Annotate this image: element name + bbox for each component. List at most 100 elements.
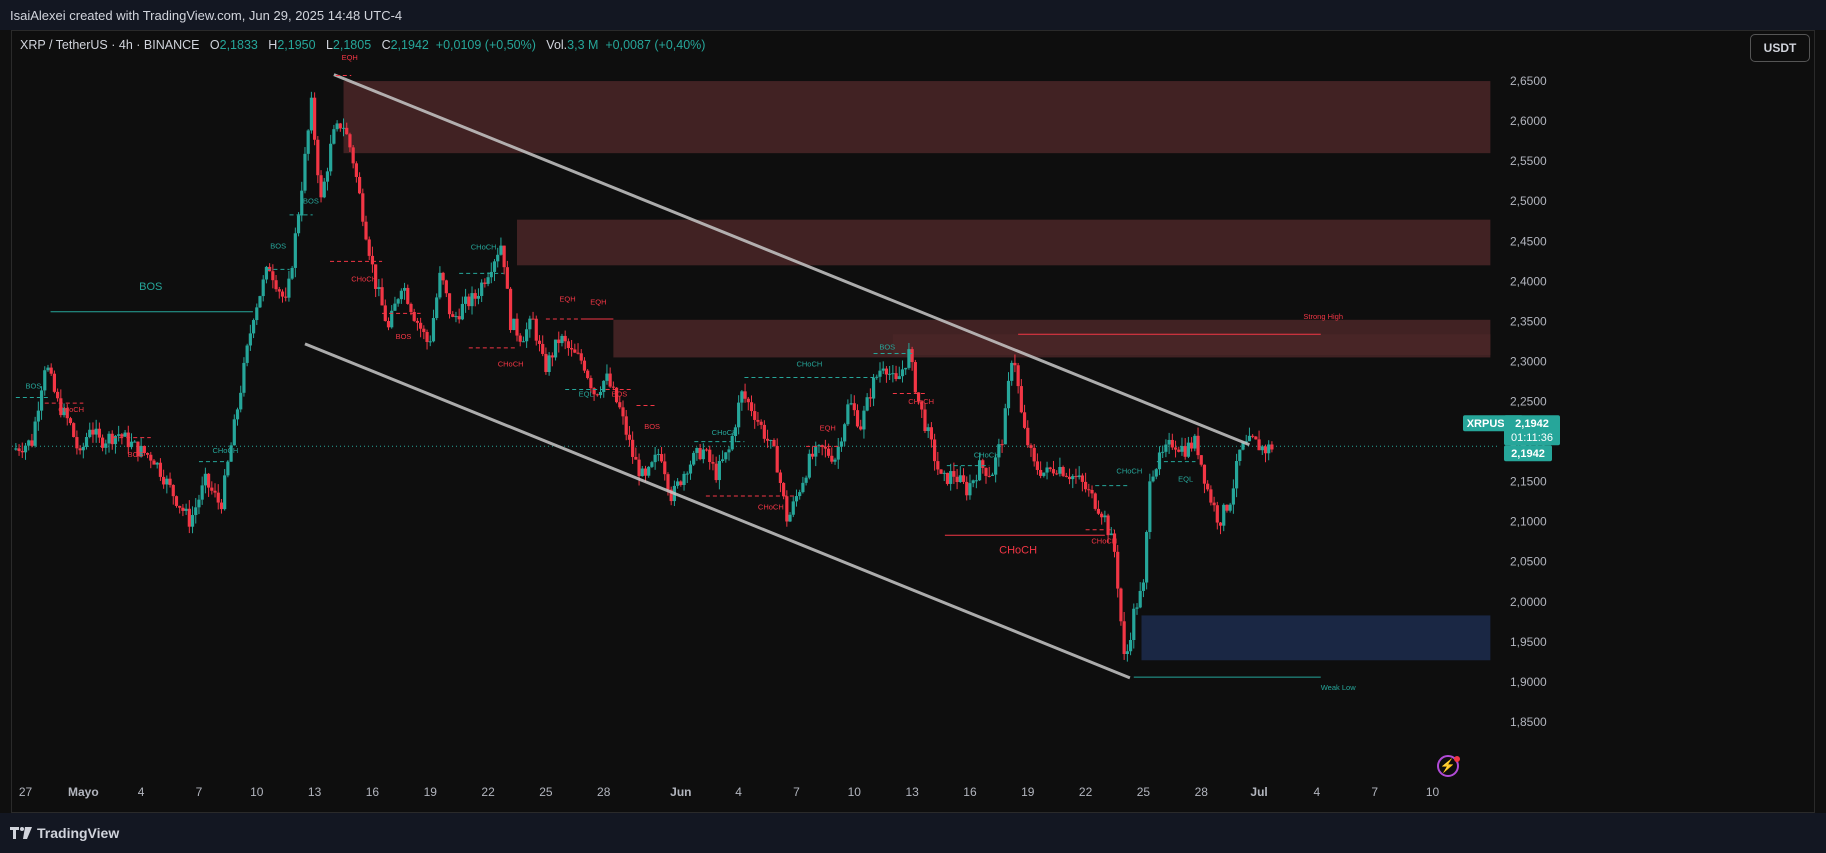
y-tick-label-5: 2,4000	[1510, 274, 1547, 288]
candle-body-189	[621, 407, 625, 417]
candle-body-243	[794, 496, 799, 502]
candle-body-41	[145, 453, 150, 455]
candle-body-338	[1100, 513, 1104, 518]
candle-body-35	[126, 432, 130, 448]
structure-label-7: EQH	[342, 53, 358, 62]
x-tick-label-23: 7	[1371, 785, 1378, 799]
candle-body-387	[1257, 439, 1261, 451]
candle-body-253	[827, 448, 831, 456]
candle-body-111	[370, 255, 375, 265]
candle-body-328	[1067, 476, 1072, 480]
notification-dot	[1454, 756, 1460, 762]
x-tick-label-16: 16	[963, 785, 977, 799]
candle-body-6	[33, 421, 37, 446]
channel-upper-line	[333, 73, 1250, 447]
lightning-bolt-icon[interactable]: ⚡	[1437, 755, 1459, 777]
candle-body-292	[952, 471, 956, 477]
candle-body-291	[949, 471, 953, 484]
candle-body-12	[52, 373, 57, 392]
candle-body-278	[907, 349, 911, 368]
candle-body-327	[1064, 475, 1068, 477]
candle-body-150	[496, 254, 500, 262]
candle-body-36	[129, 441, 134, 448]
x-tick-label-20: 28	[1195, 785, 1209, 799]
candle-body-379	[1231, 488, 1235, 505]
tradingview-brand-label: TradingView	[37, 825, 120, 841]
candle-body-163	[537, 340, 542, 344]
chart-area[interactable]: BOS BOS CHoCH BOS CHoCH BOS BOS EQH CHoCH BOS CHoC…	[11, 30, 1815, 813]
symbol-name: XRP / TetherUS · 4h · BINANCE	[20, 38, 200, 52]
candle-body-174	[573, 349, 577, 353]
candle-body-11	[49, 367, 53, 374]
candle-body-23	[88, 429, 92, 438]
structure-label-27: EQL	[1178, 475, 1193, 484]
candle-body-248	[810, 453, 815, 457]
candle-body-123	[409, 303, 413, 312]
candle-body-277	[904, 367, 908, 370]
price-countdown-timer: 01:11:36	[1511, 432, 1553, 444]
candle-body-53	[184, 508, 188, 511]
candle-body-294	[958, 475, 962, 483]
structure-label-19: EQH	[820, 423, 836, 432]
candle-body-100	[335, 123, 339, 130]
candle-body-151	[499, 245, 503, 255]
candle-body-256	[836, 446, 840, 460]
candle-body-138	[457, 316, 461, 320]
supply-zone-1	[516, 219, 1491, 266]
candle-body-351	[1141, 582, 1146, 591]
structure-label-20: CHoCH	[796, 359, 822, 368]
candle-body-295	[961, 475, 966, 482]
candle-body-223	[730, 436, 734, 450]
candle-body-21	[81, 446, 85, 451]
candle-body-268	[875, 376, 879, 378]
structure-label-2: CHoCH	[58, 405, 84, 414]
candle-body-28	[104, 443, 108, 448]
candle-body-389	[1263, 446, 1268, 454]
candle-body-52	[181, 507, 185, 511]
candle-body-105	[351, 147, 355, 164]
candle-body-94	[316, 139, 320, 176]
tradingview-brand[interactable]: TradingView	[10, 825, 119, 841]
candle-body-68	[232, 419, 236, 446]
price-chart[interactable]: BOS BOS CHoCH BOS CHoCH BOS BOS EQH CHoCH BOS CHoC…	[12, 31, 1815, 813]
candle-body-354	[1151, 476, 1155, 482]
candle-body-40	[142, 445, 146, 454]
candle-body-330	[1074, 476, 1078, 478]
y-tick-label-11: 2,1000	[1510, 515, 1547, 529]
candle-body-386	[1254, 436, 1258, 440]
y-tick-label-14: 1,9500	[1510, 635, 1547, 649]
x-tick-label-21: Jul	[1250, 785, 1267, 799]
currency-button[interactable]: USDT	[1750, 34, 1810, 62]
candle-body-231	[756, 419, 760, 422]
candle-body-289	[942, 472, 946, 474]
candle-body-280	[913, 362, 917, 393]
volume-change: +0,0087 (+0,40%)	[605, 38, 706, 52]
candle-body-114	[380, 287, 384, 306]
candle-body-333	[1083, 481, 1088, 490]
candle-body-42	[149, 454, 153, 461]
candle-body-143	[473, 293, 477, 299]
candle-body-247	[807, 453, 811, 478]
candle-body-63	[216, 492, 220, 503]
candle-body-249	[814, 446, 818, 457]
candle-body-140	[463, 296, 468, 304]
y-tick-label-16: 1,8500	[1510, 715, 1547, 729]
candle-body-325	[1058, 467, 1062, 474]
candle-body-177	[582, 360, 587, 371]
y-tick-label-4: 2,4500	[1510, 234, 1547, 248]
candle-body-80	[271, 271, 275, 281]
candle-body-49	[171, 484, 175, 497]
candle-body-310	[1010, 362, 1014, 381]
structure-label-5: BOS	[270, 241, 286, 250]
demand-zone-4	[1141, 615, 1491, 661]
candle-body-385	[1251, 435, 1255, 437]
high-label: H	[268, 38, 278, 52]
tradingview-logo-icon	[10, 827, 32, 839]
candle-body-324	[1055, 473, 1059, 475]
y-tick-label-1: 2,6000	[1510, 114, 1547, 128]
candle-body-213	[698, 448, 702, 460]
candle-body-212	[695, 448, 699, 453]
candle-body-83	[280, 291, 285, 297]
candle-body-305	[994, 457, 998, 475]
candle-body-16	[65, 407, 69, 419]
